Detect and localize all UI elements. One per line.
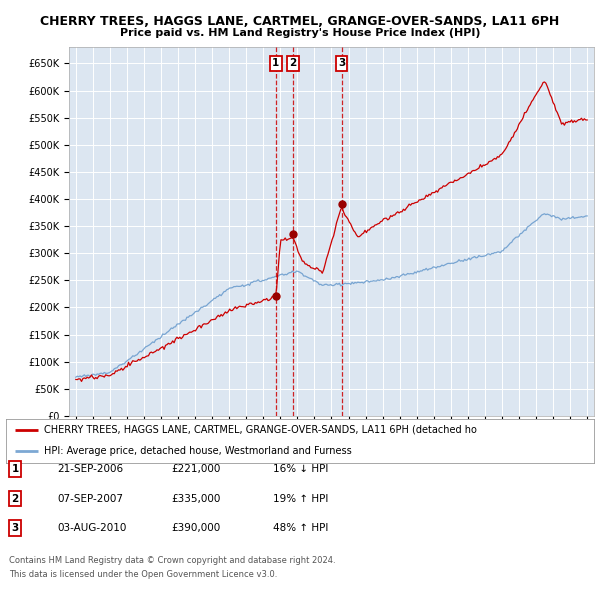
Text: £335,000: £335,000 [171, 494, 220, 503]
Text: CHERRY TREES, HAGGS LANE, CARTMEL, GRANGE-OVER-SANDS, LA11 6PH: CHERRY TREES, HAGGS LANE, CARTMEL, GRANG… [40, 15, 560, 28]
Text: 03-AUG-2010: 03-AUG-2010 [57, 523, 127, 533]
Text: This data is licensed under the Open Government Licence v3.0.: This data is licensed under the Open Gov… [9, 571, 277, 579]
Text: Price paid vs. HM Land Registry's House Price Index (HPI): Price paid vs. HM Land Registry's House … [120, 28, 480, 38]
Text: 3: 3 [11, 523, 19, 533]
Text: 2: 2 [11, 494, 19, 503]
Text: 3: 3 [338, 58, 345, 68]
Text: Contains HM Land Registry data © Crown copyright and database right 2024.: Contains HM Land Registry data © Crown c… [9, 556, 335, 565]
Text: 1: 1 [11, 464, 19, 474]
Text: 48% ↑ HPI: 48% ↑ HPI [273, 523, 328, 533]
Text: HPI: Average price, detached house, Westmorland and Furness: HPI: Average price, detached house, West… [44, 446, 352, 455]
Text: 2: 2 [289, 58, 296, 68]
Text: £390,000: £390,000 [171, 523, 220, 533]
Text: 1: 1 [272, 58, 280, 68]
Text: 21-SEP-2006: 21-SEP-2006 [57, 464, 123, 474]
Text: £221,000: £221,000 [171, 464, 220, 474]
Text: CHERRY TREES, HAGGS LANE, CARTMEL, GRANGE-OVER-SANDS, LA11 6PH (detached ho: CHERRY TREES, HAGGS LANE, CARTMEL, GRANG… [44, 425, 477, 435]
Text: 16% ↓ HPI: 16% ↓ HPI [273, 464, 328, 474]
Text: 19% ↑ HPI: 19% ↑ HPI [273, 494, 328, 503]
Text: 07-SEP-2007: 07-SEP-2007 [57, 494, 123, 503]
